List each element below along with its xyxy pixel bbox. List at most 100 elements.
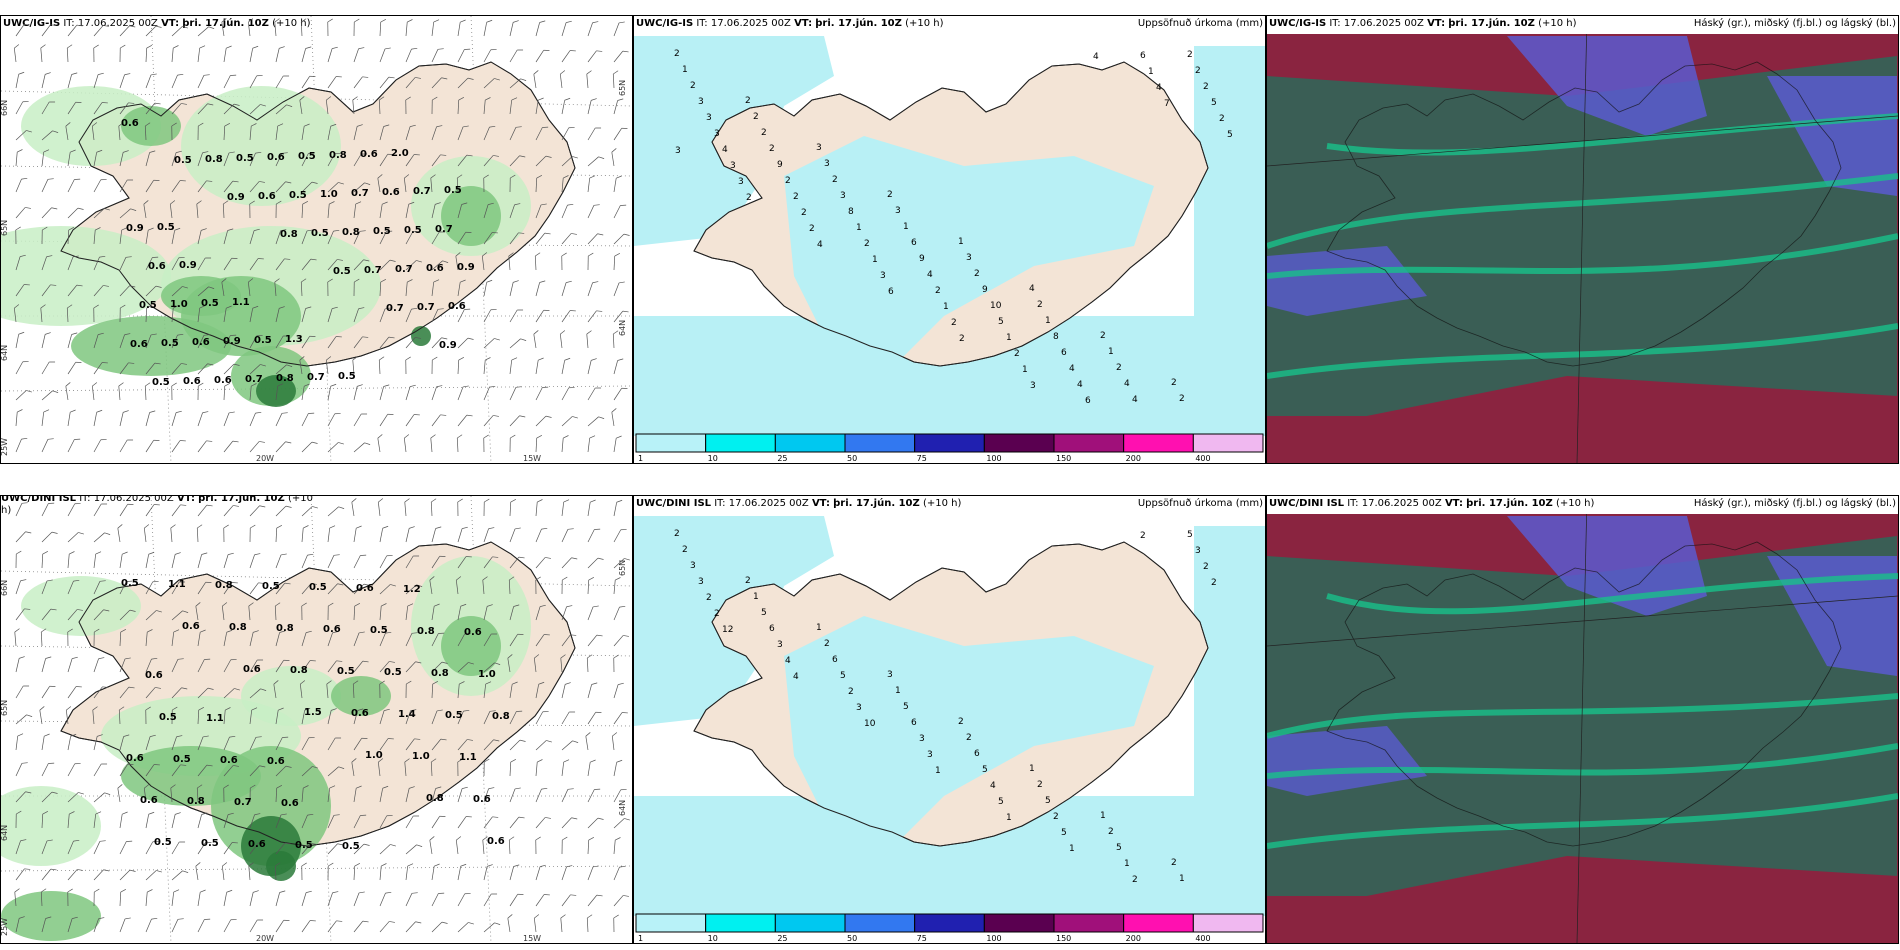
precip-rate-label: 0.6 [130, 339, 148, 350]
precip-rate-label: 0.6 [281, 798, 299, 809]
precip-rate-label: 0.9 [227, 192, 245, 203]
vt-value: þri. 17.jún. 10Z [1448, 18, 1535, 29]
precip-amount-label: 10 [864, 719, 876, 729]
cloud-panel-top-subtitle: Háský (gr.), miðský (fj.bl.) og lágský (… [1693, 18, 1896, 29]
precip-rate-label: 0.5 [295, 840, 313, 851]
precip-amount-label: 1 [903, 222, 909, 232]
precip-rate-label: 1.0 [170, 299, 188, 310]
precip-amount-label: 2 [1100, 331, 1106, 341]
precip-amount-label: 3 [816, 143, 822, 153]
precip-rate-label: 0.7 [395, 264, 413, 275]
axis-label: 64N [618, 800, 627, 816]
precip-amount-label: 2 [745, 96, 751, 106]
precip-rate-label: 0.5 [159, 712, 177, 723]
precip-rate-label: 0.8 [187, 796, 205, 807]
axis-label: 15W [523, 934, 541, 943]
precip-amount-label: 4 [1077, 380, 1083, 390]
lead-time: (+10 h) [272, 18, 311, 29]
precip-amount-label: 2 [864, 239, 870, 249]
precip-amount-label: 3 [698, 97, 704, 107]
precip-rate-label: 1.0 [320, 189, 338, 200]
precip-rate-label: 2.0 [391, 148, 409, 159]
precip-amount-label: 3 [1030, 381, 1036, 391]
precip-amount-label: 2 [824, 639, 830, 649]
precip-rate-label: 0.8 [229, 622, 247, 633]
colorbar-swatch [635, 913, 707, 933]
it-value: 17.06.2025 00Z [710, 18, 791, 29]
precip-rate-label: 0.6 [351, 708, 369, 719]
precip-amount-label: 4 [785, 656, 791, 666]
precip-rate-label: 1.5 [304, 707, 322, 718]
cloud-panel-bottom-subtitle: Háský (gr.), miðský (fj.bl.) og lágský (… [1693, 498, 1896, 509]
precip-amount-label: 1 [1022, 365, 1028, 375]
precip-amount-label: 3 [840, 191, 846, 201]
precip-rate-label: 0.5 [161, 338, 179, 349]
precip-amount-label: 4 [1132, 395, 1138, 405]
precip-amount-label: 4 [1124, 379, 1130, 389]
precip-rate-label: 0.7 [307, 372, 325, 383]
precip-rate-label: 0.5 [384, 667, 402, 678]
precip-rate-label: 0.6 [220, 755, 238, 766]
precip-amount-label: 3 [856, 703, 862, 713]
precip-rate-label: 0.5 [201, 838, 219, 849]
colorbar-swatch [914, 913, 985, 933]
precip-amount-label: 12 [722, 625, 733, 635]
precip-amount-label: 3 [698, 577, 704, 587]
colorbar-tick: 25 [777, 454, 787, 463]
colorbar-tick: 25 [777, 934, 787, 943]
wind-panel-bottom-title: UWC/DINI ISL IT: 17.06.2025 00Z VT: þri.… [1, 495, 313, 517]
it-label: IT: [696, 18, 708, 29]
precip-amount-label: 2 [682, 545, 688, 555]
precip-amount-label: 4 [1069, 364, 1075, 374]
precip-amount-label: 1 [1045, 316, 1051, 326]
precip-rate-label: 0.6 [426, 263, 444, 274]
model-name: UWC/IG-IS [1269, 18, 1327, 29]
precip-amount-label: 3 [714, 129, 720, 139]
colorbar-tick: 150 [1056, 934, 1071, 943]
precip-rate-label: 0.6 [267, 152, 285, 163]
precip-amount-label: 2 [966, 733, 972, 743]
precip-rate-label: 0.6 [258, 191, 276, 202]
precip-amount-label: 2 [769, 144, 775, 154]
precip-rate-label: 1.2 [403, 584, 421, 595]
axis-label: 20W [256, 454, 274, 463]
colorbar-tick: 50 [847, 454, 857, 463]
colorbar-tick: 100 [986, 454, 1001, 463]
precip-amount-label: 2 [1203, 562, 1209, 572]
precip-rate-label: 0.9 [179, 260, 197, 271]
colorbar-tick: 1 [638, 454, 643, 463]
colorbar-swatch [914, 433, 985, 453]
precip-amount-label: 2 [793, 192, 799, 202]
precip-rate-label: 0.6 [356, 583, 374, 594]
precip-amount-label: 2 [674, 49, 680, 59]
precip-rate-label: 0.8 [276, 373, 294, 384]
precip-amount-label: 6 [832, 655, 838, 665]
precip-amount-label: 2 [1219, 114, 1225, 124]
vt-label: VT: [811, 498, 830, 509]
colorbar-swatch [705, 913, 776, 933]
precip-amount-label: 5 [1045, 796, 1051, 806]
precip-amount-label: 2 [1203, 82, 1209, 92]
precip-rate-label: 1.1 [232, 297, 250, 308]
precip-amount-label: 2 [832, 175, 838, 185]
precip-amount-label: 2 [745, 576, 751, 586]
precip-amount-label: 1 [1148, 67, 1154, 77]
lead-time: (+10 h) [922, 498, 962, 509]
precip-amount-label: 3 [706, 113, 712, 123]
colorbar-tick: 400 [1195, 454, 1210, 463]
precip-rate-label: 0.5 [289, 190, 307, 201]
precip-rate-label: 0.5 [121, 578, 139, 589]
it-label: IT: [714, 498, 726, 509]
lead-time-wrap: h) [1, 505, 12, 516]
vt-value: þri. 17.jún. 10Z [198, 495, 285, 504]
wind-panel-top: UWC/IG-IS IT: 17.06.2025 00Z VT: þri. 17… [0, 15, 633, 464]
precip-rate-label: 0.6 [248, 839, 266, 850]
wind-panel-bottom: UWC/DINI ISL IT: 17.06.2025 00Z VT: þri.… [0, 495, 633, 944]
precip-amount-label: 2 [1037, 780, 1043, 790]
precip-rate-label: 0.6 [448, 301, 466, 312]
precip-amount-label: 1 [1006, 813, 1012, 823]
colorbar-tick: 10 [708, 454, 718, 463]
precip-amount-label: 3 [690, 561, 696, 571]
precip-amount-label: 2 [1053, 812, 1059, 822]
precip-amount-label: 2 [746, 193, 752, 203]
